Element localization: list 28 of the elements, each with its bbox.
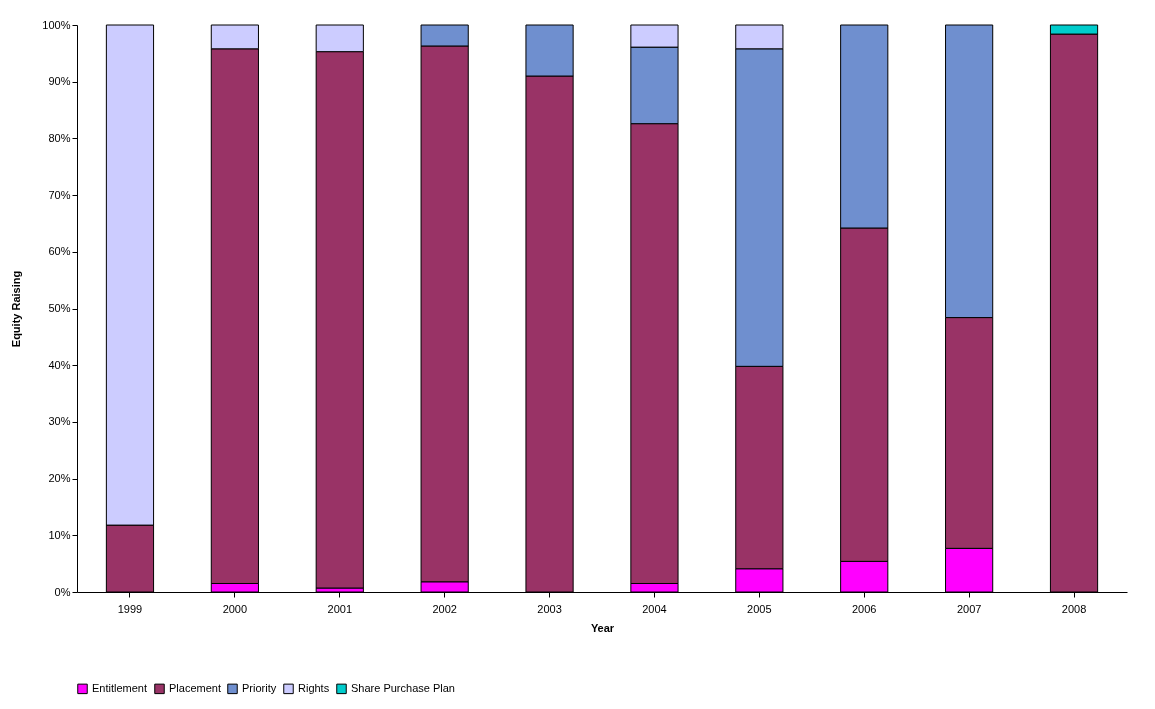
y-tick-label: 10%	[48, 528, 71, 541]
y-tick-label: 80%	[48, 131, 71, 144]
x-axis-title: Year	[590, 621, 615, 634]
legend-label: Rights	[298, 681, 330, 694]
x-tick-label: 2003	[537, 602, 562, 615]
legend-label: Placement	[169, 681, 221, 694]
y-tick-label: 100%	[42, 18, 71, 31]
y-tick-label: 20%	[48, 472, 71, 485]
y-tick-label: 90%	[48, 75, 71, 88]
legend-label: Entitlement	[92, 681, 148, 694]
y-tick-label: 40%	[48, 358, 71, 371]
y-tick-label: 30%	[48, 415, 71, 428]
y-tick-label: 70%	[48, 188, 71, 201]
x-tick-label: 2000	[222, 602, 248, 615]
x-tick-label: 2005	[747, 602, 772, 615]
y-axis-title: Equity Raising	[10, 270, 23, 348]
y-tick-label: 50%	[48, 302, 71, 314]
x-tick-label: 2007	[956, 602, 982, 615]
x-tick-label: 2004	[642, 602, 667, 615]
x-tick-label: 1999	[117, 602, 143, 615]
legend-label: Priority	[242, 681, 277, 694]
x-tick-label: 2006	[852, 602, 877, 615]
x-tick-label: 2002	[432, 602, 457, 615]
x-tick-label: 2008	[1061, 602, 1087, 615]
x-tick-label: 2001	[327, 602, 352, 615]
legend-label: Share Purchase Plan	[351, 681, 455, 694]
y-tick-label: 0%	[54, 585, 71, 598]
y-tick-label: 60%	[48, 245, 71, 258]
